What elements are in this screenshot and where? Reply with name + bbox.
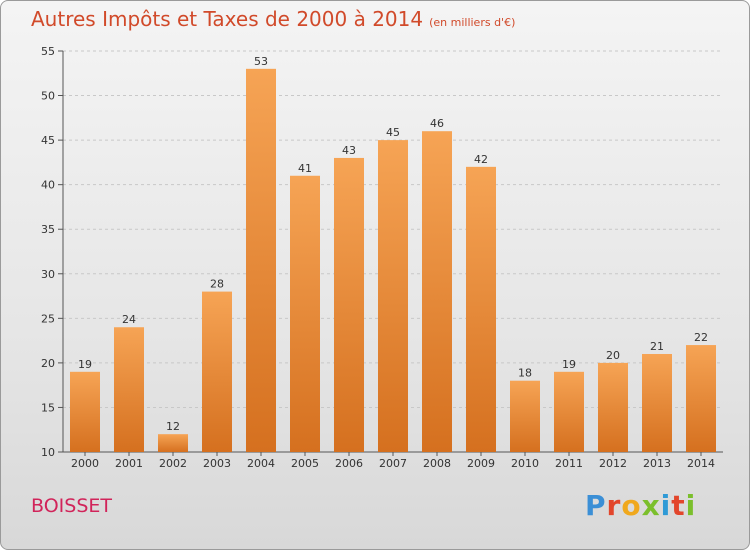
- x-tick-label: 2010: [511, 457, 539, 470]
- data-label: 22: [694, 331, 708, 344]
- logo-letter: i: [685, 489, 697, 522]
- data-label: 53: [254, 55, 268, 68]
- bar: [246, 68, 276, 453]
- y-tick-label: 35: [41, 223, 55, 236]
- logo-letter: r: [606, 489, 622, 522]
- data-label: 45: [386, 126, 400, 139]
- chart-subtitle: (en milliers d'€): [429, 16, 516, 29]
- data-label: 19: [78, 358, 92, 371]
- data-label: 46: [430, 117, 444, 130]
- x-tick-label: 2001: [115, 457, 143, 470]
- x-tick-label: 2006: [335, 457, 363, 470]
- y-tick-label: 10: [41, 446, 55, 459]
- data-label: 41: [298, 162, 312, 175]
- x-tick-label: 2005: [291, 457, 319, 470]
- data-label: 21: [650, 340, 664, 353]
- bar: [466, 166, 496, 452]
- data-label: 20: [606, 349, 620, 362]
- x-tick-label: 2007: [379, 457, 407, 470]
- logo-letter: i: [660, 489, 672, 522]
- bar: [642, 353, 672, 452]
- y-tick-label: 20: [41, 357, 55, 370]
- x-tick-label: 2000: [71, 457, 99, 470]
- y-tick-label: 40: [41, 179, 55, 192]
- x-tick-label: 2009: [467, 457, 495, 470]
- x-tick-label: 2014: [687, 457, 715, 470]
- x-tick-label: 2008: [423, 457, 451, 470]
- data-label: 18: [518, 367, 532, 380]
- bar: [202, 291, 232, 452]
- x-tick-label: 2004: [247, 457, 275, 470]
- bar: [70, 371, 100, 452]
- data-label: 12: [166, 420, 180, 433]
- commune-name: BOISSET: [31, 495, 112, 517]
- logo-letter: o: [621, 489, 642, 522]
- proxiti-logo: Proxiti: [585, 489, 696, 522]
- bar: [378, 140, 408, 452]
- bar: [554, 371, 584, 452]
- bar: [598, 362, 628, 452]
- data-label: 19: [562, 358, 576, 371]
- x-tick-label: 2012: [599, 457, 627, 470]
- y-tick-label: 15: [41, 401, 55, 414]
- data-label: 42: [474, 153, 488, 166]
- chart-title-text: Autres Impôts et Taxes de 2000 à 2014: [31, 7, 424, 31]
- bar: [686, 345, 716, 452]
- y-tick-label: 55: [41, 45, 55, 58]
- logo-letter: t: [671, 489, 686, 522]
- bar: [290, 175, 320, 452]
- data-label: 28: [210, 278, 224, 291]
- bar: [510, 380, 540, 452]
- y-tick-label: 25: [41, 312, 55, 325]
- bar: [422, 131, 452, 452]
- x-tick-label: 2011: [555, 457, 583, 470]
- x-tick-label: 2013: [643, 457, 671, 470]
- y-tick-label: 50: [41, 90, 55, 103]
- logo-letter: x: [641, 489, 661, 522]
- bar: [158, 434, 188, 452]
- bar: [334, 157, 364, 452]
- logo-letter: P: [585, 489, 607, 522]
- y-tick-label: 30: [41, 268, 55, 281]
- x-tick-label: 2003: [203, 457, 231, 470]
- y-tick-label: 45: [41, 134, 55, 147]
- data-label: 43: [342, 144, 356, 157]
- x-tick-label: 2002: [159, 457, 187, 470]
- bar: [114, 327, 144, 452]
- data-label: 24: [122, 313, 136, 326]
- chart-title: Autres Impôts et Taxes de 2000 à 2014 (en…: [31, 7, 515, 31]
